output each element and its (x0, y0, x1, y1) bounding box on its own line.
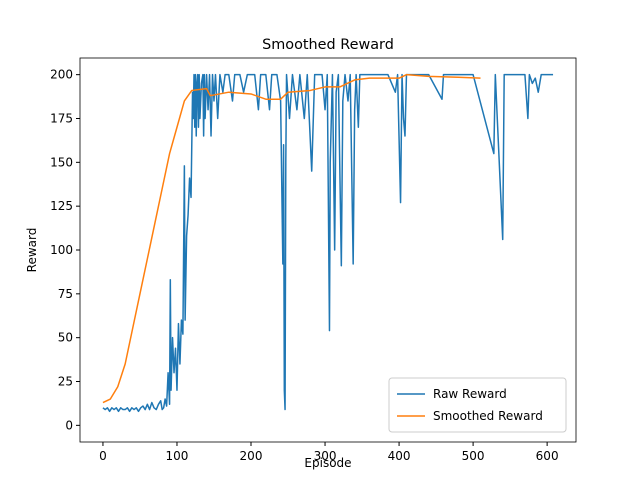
y-tick-label: 0 (65, 418, 73, 432)
axes-frame (79, 57, 577, 443)
chart-title: Smoothed Reward (262, 37, 394, 53)
x-tick-label: 400 (388, 449, 411, 463)
y-tick-label: 50 (58, 331, 73, 345)
y-tick-label: 75 (58, 287, 73, 301)
y-tick-label: 25 (58, 375, 73, 389)
legend-label: Smoothed Reward (433, 409, 543, 423)
x-tick-label: 600 (536, 449, 559, 463)
line (102, 73, 554, 413)
y-axis-label: Reward (25, 228, 39, 273)
y-tick-label: 175 (50, 111, 73, 125)
legend: Raw Reward Smoothed Reward (388, 377, 567, 433)
y-tick-label: 200 (50, 68, 73, 82)
x-axis-label: Episode (304, 456, 351, 470)
y-tick-label: 150 (50, 155, 73, 169)
x-tick-label: 200 (240, 449, 263, 463)
x-tick-label: 500 (462, 449, 485, 463)
x-tick-label: 0 (99, 449, 107, 463)
x-tick-label: 300 (314, 449, 337, 463)
x-tick-label: 100 (166, 449, 189, 463)
line (102, 73, 481, 404)
y-tick-label: 100 (50, 243, 73, 257)
legend-box (388, 377, 567, 433)
y-tick-label: 125 (50, 199, 73, 213)
legend-label: Raw Reward (433, 387, 507, 401)
